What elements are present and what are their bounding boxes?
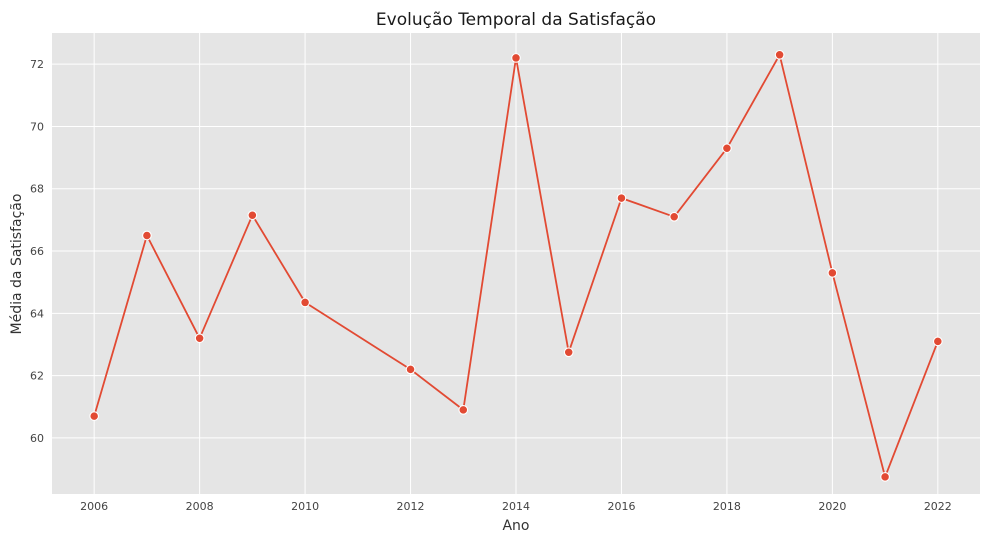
data-point: [722, 143, 732, 154]
y-tick-label: 68: [30, 183, 44, 196]
data-point: [458, 405, 469, 415]
data-point: [669, 211, 680, 222]
x-tick-label: 2010: [291, 500, 319, 513]
x-tick-label: 2020: [818, 500, 846, 513]
data-point: [405, 364, 416, 375]
data-point: [89, 411, 100, 421]
data-point: [247, 210, 258, 221]
tick-labels: 2006 2008 2010 2012 2014 2016 2018 2020 2022 60 62…: [30, 58, 952, 513]
data-point: [563, 347, 574, 358]
data-point: [511, 53, 521, 63]
data-point: [774, 49, 785, 60]
y-tick-label: 60: [30, 432, 44, 445]
x-tick-label: 2008: [186, 500, 214, 513]
data-point: [880, 472, 890, 482]
x-axis-label: Ano: [502, 518, 529, 534]
y-tick-label: 62: [30, 370, 44, 383]
y-axis-label: Média da Satisfação: [9, 194, 25, 335]
y-tick-label: 64: [30, 307, 44, 320]
grid: [52, 33, 980, 494]
x-tick-label: 2022: [924, 500, 952, 513]
data-point: [142, 230, 152, 241]
data-point: [194, 333, 205, 344]
x-tick-label: 2018: [713, 500, 741, 513]
x-tick-label: 2016: [607, 500, 635, 513]
y-tick-label: 70: [30, 120, 44, 133]
chart-title: Evolução Temporal da Satisfação: [376, 10, 656, 30]
y-tick-label: 66: [30, 245, 44, 258]
data-point: [300, 297, 310, 308]
data-point: [616, 193, 627, 203]
x-tick-label: 2012: [397, 500, 425, 513]
y-tick-label: 72: [30, 58, 44, 71]
series-line: [93, 53, 939, 478]
x-tick-label: 2006: [80, 500, 108, 513]
series-layer: [89, 49, 943, 482]
data-point: [827, 267, 838, 278]
data-point: [932, 336, 943, 347]
x-tick-label: 2014: [502, 500, 530, 513]
